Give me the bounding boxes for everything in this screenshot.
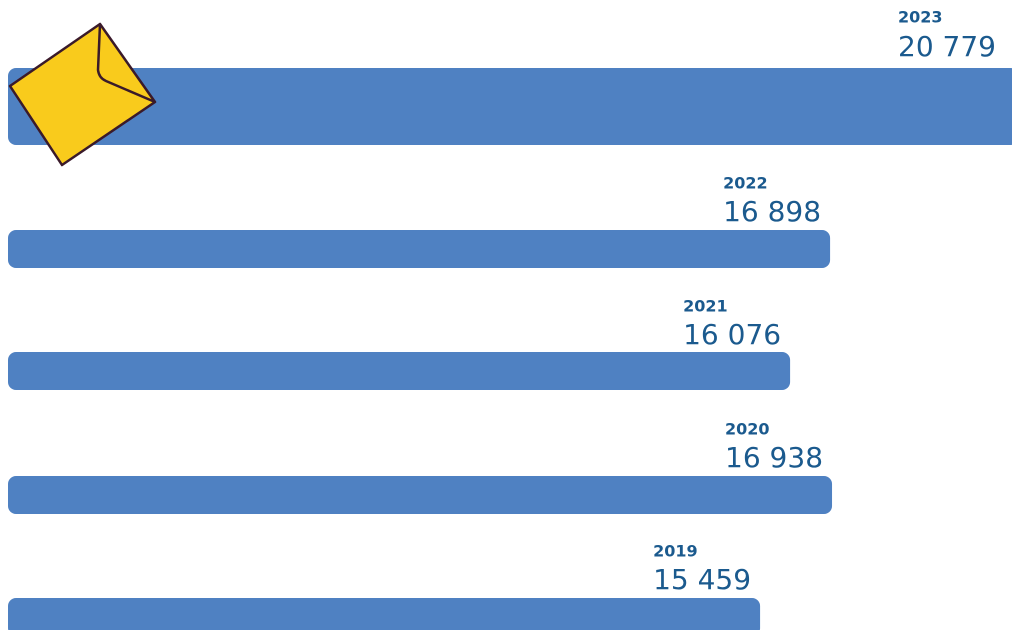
value-label: 16 898 [723,195,821,228]
bars [8,68,1012,630]
envelope-icon [8,22,157,167]
category-label: 2019 [653,542,698,561]
bar [8,476,833,514]
category-label: 2020 [725,420,770,439]
category-label: 2022 [723,174,768,193]
value-label: 20 779 [898,30,996,63]
category-label: 2023 [898,8,943,27]
value-label: 16 076 [683,318,781,351]
category-label: 2021 [683,297,728,316]
bar [8,68,1012,145]
bar [8,352,791,390]
value-label: 16 938 [725,441,823,474]
value-label: 15 459 [653,563,751,596]
bar [8,230,831,268]
bar [8,598,761,630]
